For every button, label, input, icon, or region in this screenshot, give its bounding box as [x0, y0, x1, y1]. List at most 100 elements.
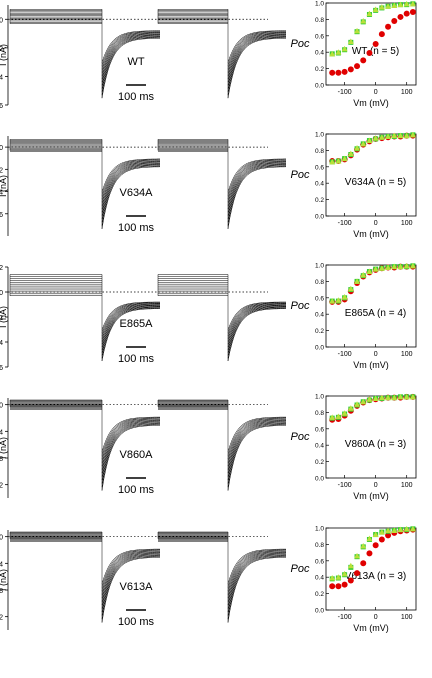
- data-point-triangle: [372, 395, 379, 401]
- tail-current-trace: [101, 163, 160, 216]
- tail-current-trace: [101, 549, 160, 588]
- data-point-circle: [360, 57, 367, 64]
- poc-y-tick-label: 1.0: [315, 132, 324, 139]
- trace-y-axis-label: I (nA): [0, 306, 8, 328]
- tail-current-trace: [101, 555, 160, 616]
- tail-current-trace: [227, 163, 286, 216]
- tail-current-trace: [101, 162, 160, 209]
- tail-current-trace: [101, 34, 161, 83]
- tail-current-trace: [227, 554, 287, 609]
- data-point-triangle: [360, 140, 367, 147]
- tail-current-trace: [227, 556, 286, 620]
- data-point-circle: [366, 50, 373, 57]
- trace-y-tick-label: 0: [0, 535, 3, 542]
- tail-current-trace: [101, 419, 161, 463]
- poc-panel: 0.0 0.2 0.4 0.6 0.8 1.0 -100 0 100 Poc Vm (mV) V860…: [291, 394, 417, 501]
- poc-y-tick-label: 0.2: [315, 328, 324, 335]
- data-point-triangle: [335, 413, 342, 419]
- tail-current-trace: [101, 36, 160, 92]
- tail-current-trace: [101, 304, 160, 345]
- poc-y-tick-label: 0.0: [315, 476, 324, 483]
- trace-y-tick-label: -4: [0, 74, 3, 81]
- data-point-circle: [341, 68, 348, 75]
- construct-label: V860A: [119, 449, 153, 461]
- data-point-triangle: [354, 27, 361, 34]
- poc-x-tick-label: 0: [374, 220, 378, 227]
- tail-current-trace: [101, 305, 160, 350]
- data-point-triangle: [347, 562, 354, 569]
- tail-current-trace: [227, 557, 286, 623]
- poc-y-tick-label: 0.0: [315, 83, 324, 90]
- trace-group-2: [157, 9, 287, 99]
- poc-y-tick-label: 0.8: [315, 17, 324, 24]
- data-point-circle: [347, 66, 354, 73]
- tail-current-trace: [227, 554, 286, 613]
- poc-x-tick-label: -100: [338, 351, 352, 358]
- data-point-triangle: [372, 266, 379, 272]
- tail-current-trace: [227, 307, 287, 359]
- tail-current-trace: [101, 303, 160, 339]
- data-point-triangle: [366, 137, 373, 144]
- tail-current-trace: [227, 419, 287, 463]
- data-point-triangle: [391, 132, 398, 139]
- poc-annotation: E865A (n = 4): [345, 308, 406, 319]
- data-point-triangle: [378, 394, 385, 401]
- tail-current-trace: [101, 421, 160, 474]
- data-point-circle: [360, 560, 367, 567]
- data-point-circle: [378, 31, 385, 38]
- trace-y-tick-label: 0: [0, 17, 3, 24]
- data-point-triangle: [391, 394, 398, 401]
- poc-x-tick-label: 0: [374, 614, 378, 621]
- tail-current-trace: [101, 37, 160, 95]
- tail-current-trace: [227, 308, 287, 362]
- tail-current-trace: [101, 553, 160, 606]
- data-point-circle: [366, 550, 373, 557]
- tail-current-trace: [101, 158, 160, 193]
- poc-x-tick-label: -100: [338, 89, 352, 96]
- tail-current-trace: [227, 307, 286, 356]
- tail-current-trace: [227, 158, 286, 193]
- tail-current-trace: [227, 422, 287, 477]
- poc-y-tick-label: 0.0: [315, 608, 324, 615]
- data-point-triangle: [341, 570, 348, 577]
- poc-frame: [325, 133, 417, 217]
- tail-current-trace: [227, 424, 286, 488]
- poc-panel: 0.0 0.2 0.4 0.6 0.8 1.0 -100 0 100 Poc Vm (mV) V613…: [291, 526, 417, 633]
- tail-current-trace: [227, 551, 287, 595]
- poc-x-tick-label: -100: [338, 220, 352, 227]
- poc-x-tick-label: 100: [401, 220, 413, 227]
- data-point-triangle: [409, 131, 416, 138]
- tail-current-trace: [227, 38, 286, 99]
- tail-current-trace: [227, 302, 286, 333]
- tail-current-trace: [227, 302, 286, 336]
- trace-y-axis-label: I (nA): [0, 175, 8, 197]
- tail-current-trace: [101, 165, 160, 226]
- scale-bar-label: 100 ms: [118, 222, 155, 234]
- data-point-circle: [391, 18, 398, 25]
- tail-current-trace: [101, 302, 160, 333]
- tail-current-trace: [101, 419, 160, 466]
- data-point-circle: [403, 10, 410, 17]
- tail-current-trace: [101, 418, 160, 459]
- data-point-triangle: [391, 263, 398, 270]
- series-triangle: [329, 131, 416, 165]
- poc-x-axis-label: Vm (mV): [353, 98, 389, 108]
- poc-y-tick-label: 0.6: [315, 295, 324, 302]
- tail-current-trace: [101, 162, 161, 213]
- tail-current-trace: [227, 35, 286, 89]
- poc-x-tick-label: 100: [401, 614, 413, 621]
- poc-y-tick-label: 0.6: [315, 33, 324, 40]
- data-point-triangle: [366, 10, 373, 17]
- tail-current-trace: [227, 418, 286, 459]
- poc-x-axis-label: Vm (mV): [353, 491, 389, 501]
- data-point-triangle: [347, 285, 354, 292]
- tail-current-trace: [101, 416, 160, 452]
- tail-current-trace: [101, 35, 160, 89]
- poc-y-axis-label: Poc: [291, 38, 310, 50]
- data-point-circle: [378, 536, 385, 543]
- poc-y-axis-label: Poc: [291, 300, 310, 312]
- data-point-triangle: [347, 38, 354, 45]
- tail-current-trace: [227, 305, 286, 350]
- data-point-triangle: [397, 1, 404, 8]
